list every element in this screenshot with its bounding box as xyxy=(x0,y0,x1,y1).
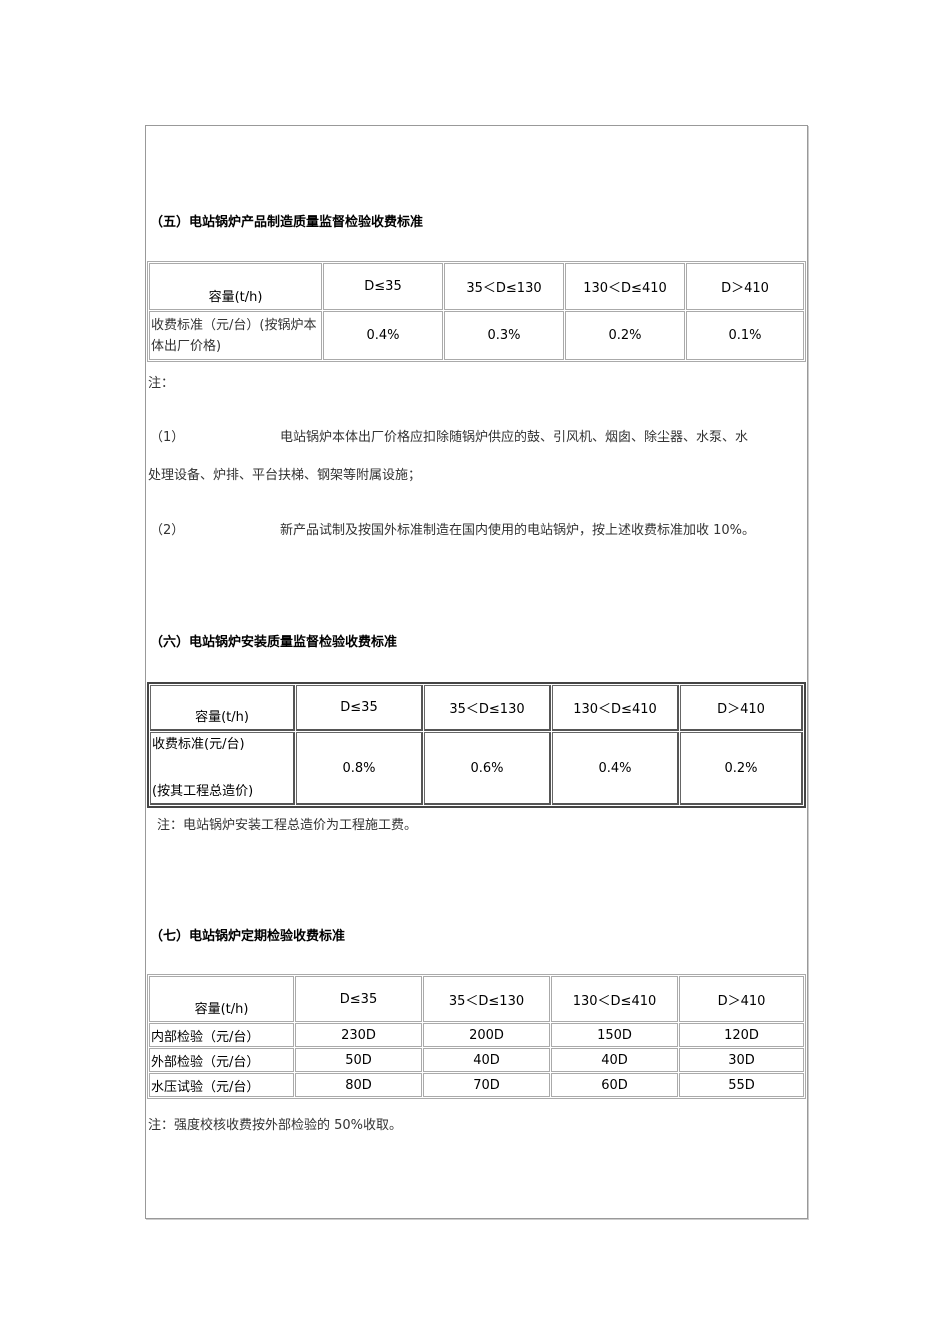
note-1-text: 电站锅炉本体出厂价格应扣除随锅炉供应的鼓、引风机、烟囱、除尘器、水泵、水 xyxy=(280,430,749,445)
row-label: 外部检验（元/台） xyxy=(149,1048,294,1072)
row-label-line2: (按其工程总造价) xyxy=(152,784,254,799)
row-label: 内部检验（元/台） xyxy=(149,1023,294,1047)
cell: 0.2% xyxy=(680,732,803,805)
cell: 200D xyxy=(423,1023,550,1047)
header-cell: 130＜D≤410 xyxy=(551,976,678,1022)
header-cell: D≤35 xyxy=(323,263,443,310)
cell: 0.6% xyxy=(424,732,551,805)
header-cell: 130＜D≤410 xyxy=(565,263,685,310)
header-cell: 35＜D≤130 xyxy=(423,976,550,1022)
row-label: 水压试验（元/台） xyxy=(149,1073,294,1097)
cell: 55D xyxy=(679,1073,804,1097)
cell: 0.2% xyxy=(565,311,685,360)
section5-table: 容量(t/h) D≤35 35＜D≤130 130＜D≤410 D＞410 收费… xyxy=(147,261,806,362)
cell: 120D xyxy=(679,1023,804,1047)
header-cell: D＞410 xyxy=(686,263,804,310)
note-2-text: 新产品试制及按国外标准制造在国内使用的电站锅炉，按上述收费标准加收 10%。 xyxy=(280,523,756,538)
section6-table: 容量(t/h) D≤35 35＜D≤130 130＜D≤410 D＞410 收费… xyxy=(147,682,806,808)
table-header-row: 容量(t/h) D≤35 35＜D≤130 130＜D≤410 D＞410 xyxy=(149,976,804,1022)
cell: 0.1% xyxy=(686,311,804,360)
table-row: 水压试验（元/台） 80D 70D 60D 55D xyxy=(149,1073,804,1097)
header-cell: 130＜D≤410 xyxy=(552,685,679,731)
cell: 50D xyxy=(295,1048,422,1072)
header-cell: 35＜D≤130 xyxy=(424,685,551,731)
table-row: 收费标准（元/台）(按锅炉本体出厂价格) 0.4% 0.3% 0.2% 0.1% xyxy=(149,311,804,360)
cell: 0.4% xyxy=(552,732,679,805)
section6-title: （六）电站锅炉安装质量监督检验收费标准 xyxy=(150,635,398,650)
cell: 60D xyxy=(551,1073,678,1097)
cell: 150D xyxy=(551,1023,678,1047)
header-cell: 35＜D≤130 xyxy=(444,263,564,310)
page-frame xyxy=(145,125,808,1219)
cell: 40D xyxy=(551,1048,678,1072)
cell: 70D xyxy=(423,1073,550,1097)
row-label: 收费标准（元/台）(按锅炉本体出厂价格) xyxy=(149,311,322,360)
note-1-number: （1） xyxy=(150,430,185,445)
note-1-continued: 处理设备、炉排、平台扶梯、钢架等附属设施； xyxy=(148,468,422,483)
header-cell: D＞410 xyxy=(679,976,804,1022)
cell: 0.3% xyxy=(444,311,564,360)
row-label-line1: 收费标准(元/台) xyxy=(152,737,245,752)
section6-note: 注：电站锅炉安装工程总造价为工程施工费。 xyxy=(157,818,418,833)
header-cell: D≤35 xyxy=(296,685,423,731)
row-label: 收费标准(元/台) (按其工程总造价) xyxy=(150,732,295,805)
header-cell: 容量(t/h) xyxy=(150,685,295,731)
cell: 0.8% xyxy=(296,732,423,805)
section7-note: 注：强度校核收费按外部检验的 50%收取。 xyxy=(148,1118,403,1133)
table-header-row: 容量(t/h) D≤35 35＜D≤130 130＜D≤410 D＞410 xyxy=(149,263,804,310)
table-row: 外部检验（元/台） 50D 40D 40D 30D xyxy=(149,1048,804,1072)
table-row: 收费标准(元/台) (按其工程总造价) 0.8% 0.6% 0.4% 0.2% xyxy=(150,732,803,805)
note-label: 注： xyxy=(148,376,175,391)
cell: 80D xyxy=(295,1073,422,1097)
header-cell: D＞410 xyxy=(680,685,803,731)
cell: 30D xyxy=(679,1048,804,1072)
cell: 230D xyxy=(295,1023,422,1047)
table-row: 内部检验（元/台） 230D 200D 150D 120D xyxy=(149,1023,804,1047)
cell: 0.4% xyxy=(323,311,443,360)
header-cell: 容量(t/h) xyxy=(149,976,294,1022)
note-2-number: （2） xyxy=(150,523,185,538)
section7-title: （七）电站锅炉定期检验收费标准 xyxy=(150,929,346,944)
table-header-row: 容量(t/h) D≤35 35＜D≤130 130＜D≤410 D＞410 xyxy=(150,685,803,731)
header-cell: 容量(t/h) xyxy=(149,263,322,310)
cell: 40D xyxy=(423,1048,550,1072)
header-cell: D≤35 xyxy=(295,976,422,1022)
section7-table: 容量(t/h) D≤35 35＜D≤130 130＜D≤410 D＞410 内部… xyxy=(147,974,806,1099)
section5-title: （五）电站锅炉产品制造质量监督检验收费标准 xyxy=(150,215,424,230)
